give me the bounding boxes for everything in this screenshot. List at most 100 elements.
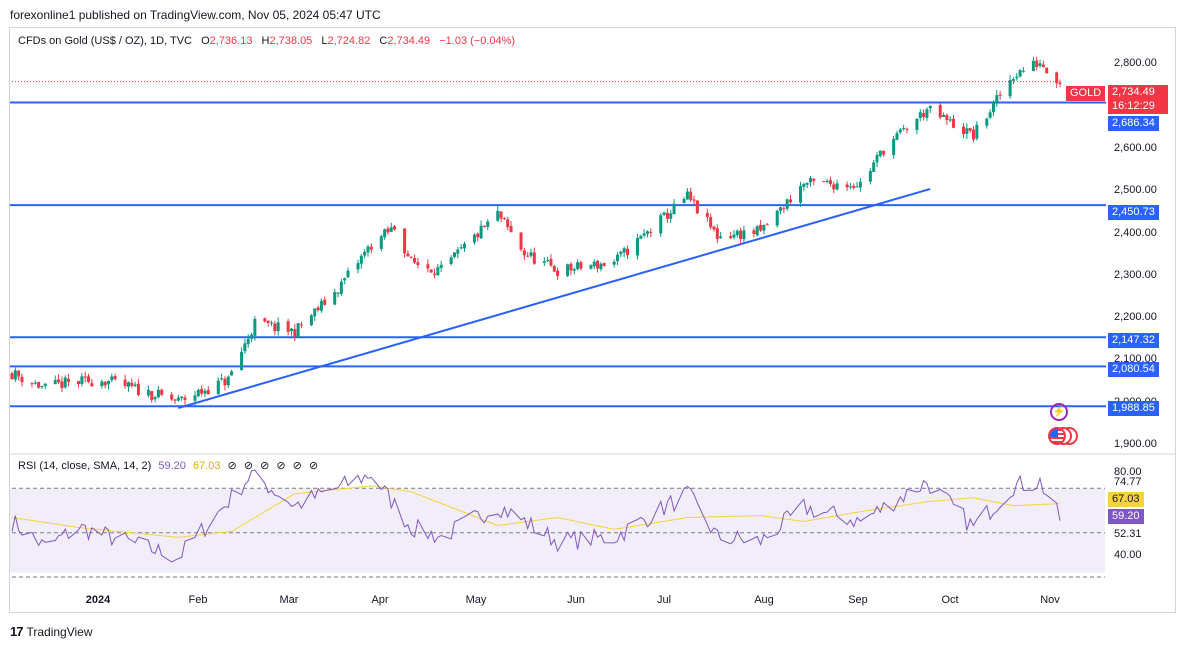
candle-body xyxy=(299,324,303,326)
close-value: 2,734.49 xyxy=(387,35,431,47)
candle-body xyxy=(20,376,24,383)
candle-body xyxy=(406,253,410,257)
visibility-icon[interactable]: ⊘ xyxy=(243,460,254,472)
low-value: 2,724.82 xyxy=(327,35,371,47)
visibility-icon[interactable]: ⊘ xyxy=(260,460,270,472)
visibility-icon[interactable]: ⊘ xyxy=(227,460,237,472)
candle-body xyxy=(546,260,550,262)
candle-body xyxy=(203,390,207,394)
candle-body xyxy=(296,323,300,337)
candle-body xyxy=(200,388,204,394)
candle-body xyxy=(665,212,669,219)
candle-body xyxy=(319,300,323,311)
candle-body xyxy=(1018,70,1022,77)
candle-body xyxy=(905,128,909,130)
candle-body xyxy=(988,112,992,118)
candle-body xyxy=(263,318,267,322)
chart-frame[interactable] xyxy=(9,27,1176,613)
candle-body xyxy=(682,198,686,204)
candle-body xyxy=(925,109,929,118)
candle-body xyxy=(798,186,802,203)
candle-body xyxy=(828,180,832,184)
candle-body xyxy=(872,162,876,172)
candle-body xyxy=(30,383,34,385)
candle-body xyxy=(276,322,280,332)
candle-body xyxy=(519,232,523,250)
candle-body xyxy=(759,224,763,231)
symbol-name: CFDs on Gold (US$ / OZ), 1D, TVC xyxy=(18,35,193,47)
candle-body xyxy=(216,380,220,395)
candle-body xyxy=(602,262,606,266)
candle-body xyxy=(289,328,293,332)
low-label: L xyxy=(321,35,328,47)
candle-body xyxy=(472,234,476,243)
candle-body xyxy=(386,228,390,233)
candle-body xyxy=(502,218,506,220)
candle-body xyxy=(433,273,437,275)
candle-body xyxy=(579,262,583,269)
candle-body xyxy=(542,261,546,263)
candle-body xyxy=(689,191,693,200)
candle-body xyxy=(845,184,849,188)
candle-body xyxy=(715,228,719,240)
candle-body xyxy=(625,248,629,256)
candle-body xyxy=(123,379,127,386)
candle-body xyxy=(133,384,137,386)
lightning-icon[interactable]: ⚡ xyxy=(1050,403,1068,421)
time-tick-label: Jul xyxy=(656,594,672,606)
price-tick-label: 2,800.00 xyxy=(1114,57,1157,69)
candle-body xyxy=(226,376,230,386)
candle-body xyxy=(333,292,337,305)
rsi-value: 59.20 xyxy=(158,460,186,472)
candle-body xyxy=(672,203,676,215)
candle-body xyxy=(952,118,956,128)
candle-body xyxy=(33,382,37,384)
candle-body xyxy=(240,351,244,371)
high-value: 2,738.05 xyxy=(269,35,313,47)
candle-body xyxy=(576,262,580,270)
candle-body xyxy=(1011,79,1015,81)
candle-body xyxy=(915,118,919,130)
candle-body xyxy=(196,389,200,397)
candle-body xyxy=(635,237,639,256)
close-label: C xyxy=(379,35,388,47)
us-flag-icon[interactable] xyxy=(1048,427,1078,447)
candle-body xyxy=(509,226,513,233)
candle-body xyxy=(336,292,340,294)
time-tick-label: Nov xyxy=(1040,594,1060,606)
candle-body xyxy=(230,371,234,376)
candle-body xyxy=(669,213,673,219)
price-tick-label: 2,600.00 xyxy=(1114,142,1157,154)
candle-body xyxy=(928,105,932,109)
time-tick-label: Jun xyxy=(567,594,585,606)
candle-body xyxy=(366,246,370,253)
rsi-tick-label: 74.77 xyxy=(1114,476,1142,488)
candle-body xyxy=(67,378,71,382)
candle-body xyxy=(1031,60,1035,72)
time-tick-label: May xyxy=(465,594,487,606)
candle-body xyxy=(592,261,596,267)
visibility-icon[interactable]: ⊘ xyxy=(292,460,302,472)
time-tick-label: Feb xyxy=(188,594,208,606)
candle-body xyxy=(126,382,130,387)
candle-body xyxy=(293,329,297,338)
rsi-legend: RSI (14, close, SMA, 14, 2) 59.20 67.03 … xyxy=(18,459,318,472)
visibility-icon[interactable]: ⊘ xyxy=(308,460,319,472)
candle-body xyxy=(965,128,969,134)
candle-body xyxy=(1055,72,1059,84)
candle-body xyxy=(100,381,104,387)
candle-body xyxy=(812,178,816,181)
time-tick-label: Oct xyxy=(941,594,959,606)
candle-body xyxy=(922,113,926,117)
candle-body xyxy=(822,181,826,183)
candle-body xyxy=(566,264,570,276)
price-pane xyxy=(10,56,1106,409)
candle-body xyxy=(552,266,556,272)
candle-body xyxy=(775,210,779,226)
time-tick-label: Sep xyxy=(848,594,868,606)
candle-body xyxy=(323,299,327,305)
publisher-line: forexonline1 published on TradingView.co… xyxy=(10,8,381,22)
visibility-icon[interactable]: ⊘ xyxy=(276,460,286,472)
candle-body xyxy=(755,226,759,236)
